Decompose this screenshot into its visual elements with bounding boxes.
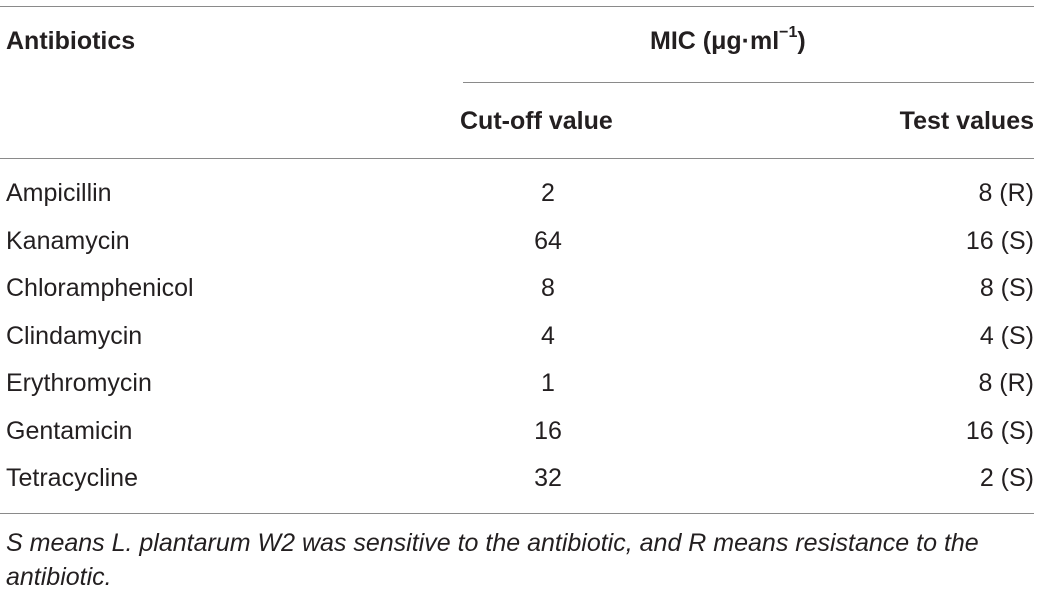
cutoff-value: 4	[541, 322, 555, 350]
antibiotic-name: Kanamycin	[6, 227, 130, 255]
table-top-rule	[0, 6, 1034, 7]
test-value: 16 (S)	[965, 417, 1034, 445]
header-mic-prefix: MIC (μg·ml	[650, 27, 780, 55]
antibiotic-name: Tetracycline	[6, 464, 138, 492]
table-bottom-rule	[0, 513, 1034, 514]
table-footnote: S means L. plantarum W2 was sensitive to…	[6, 529, 979, 591]
antibiotic-name: Chloramphenicol	[6, 274, 194, 302]
antibiotic-name: Gentamicin	[6, 417, 133, 445]
antibiotic-name: Erythromycin	[6, 369, 152, 397]
antibiotic-name: Ampicillin	[6, 179, 112, 207]
test-value: 8 (R)	[978, 369, 1034, 397]
antibiotic-name: Clindamycin	[6, 322, 143, 350]
header-test-values: Test values	[899, 107, 1034, 135]
header-antibiotics: Antibiotics	[6, 27, 136, 55]
cutoff-value: 32	[534, 464, 562, 492]
header-mic-suffix: )	[797, 27, 806, 55]
cutoff-value: 1	[541, 369, 555, 397]
header-mic: MIC (μg·ml−1)	[650, 25, 806, 55]
test-value: 16 (S)	[965, 227, 1034, 255]
cutoff-value: 16	[534, 417, 562, 445]
test-value: 8 (R)	[978, 179, 1034, 207]
test-value: 2 (S)	[979, 464, 1034, 492]
mic-span-rule	[463, 82, 1034, 83]
test-value: 4 (S)	[979, 322, 1034, 350]
header-bottom-rule	[0, 158, 1034, 159]
cutoff-value: 64	[534, 227, 562, 255]
header-cutoff-value: Cut-off value	[460, 107, 613, 135]
cutoff-value: 8	[541, 274, 555, 302]
test-value: 8 (S)	[979, 274, 1034, 302]
cutoff-value: 2	[541, 179, 555, 207]
header-mic-exponent: −1	[779, 24, 798, 41]
